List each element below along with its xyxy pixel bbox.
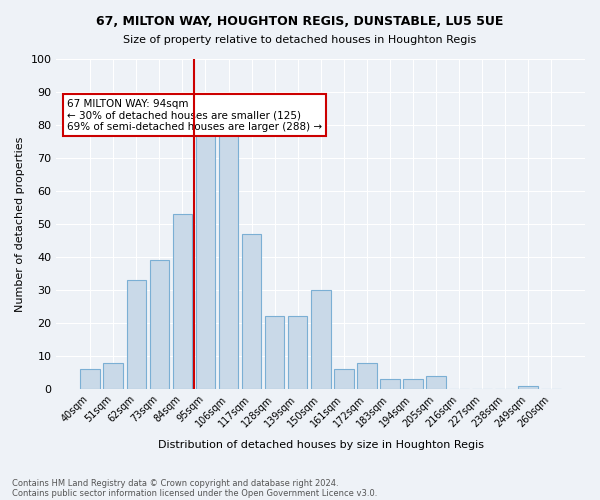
- Bar: [127, 280, 146, 389]
- Bar: [518, 386, 538, 389]
- Bar: [103, 362, 123, 389]
- Bar: [173, 214, 192, 389]
- Bar: [334, 369, 353, 389]
- Bar: [288, 316, 307, 389]
- Bar: [380, 379, 400, 389]
- Bar: [265, 316, 284, 389]
- Text: Contains public sector information licensed under the Open Government Licence v3: Contains public sector information licen…: [12, 488, 377, 498]
- Text: 67, MILTON WAY, HOUGHTON REGIS, DUNSTABLE, LU5 5UE: 67, MILTON WAY, HOUGHTON REGIS, DUNSTABL…: [97, 15, 503, 28]
- Text: 67 MILTON WAY: 94sqm
← 30% of detached houses are smaller (125)
69% of semi-deta: 67 MILTON WAY: 94sqm ← 30% of detached h…: [67, 98, 322, 132]
- Bar: [196, 122, 215, 389]
- Bar: [242, 234, 262, 389]
- Bar: [219, 122, 238, 389]
- Bar: [149, 260, 169, 389]
- Bar: [80, 369, 100, 389]
- X-axis label: Distribution of detached houses by size in Houghton Regis: Distribution of detached houses by size …: [158, 440, 484, 450]
- Bar: [403, 379, 422, 389]
- Bar: [311, 290, 331, 389]
- Bar: [357, 362, 377, 389]
- Y-axis label: Number of detached properties: Number of detached properties: [15, 136, 25, 312]
- Text: Contains HM Land Registry data © Crown copyright and database right 2024.: Contains HM Land Registry data © Crown c…: [12, 478, 338, 488]
- Bar: [426, 376, 446, 389]
- Text: Size of property relative to detached houses in Houghton Regis: Size of property relative to detached ho…: [124, 35, 476, 45]
